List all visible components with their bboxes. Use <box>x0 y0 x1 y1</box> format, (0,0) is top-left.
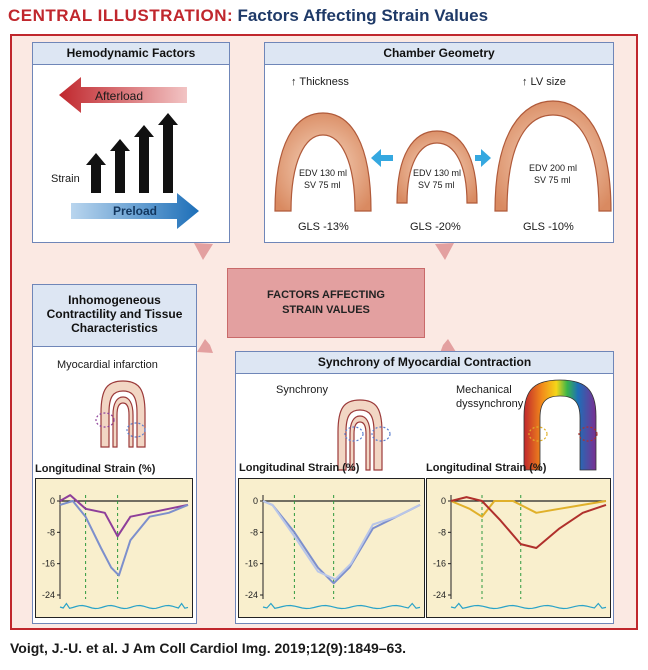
chamber-2-sv: SV 75 ml <box>418 180 455 190</box>
strain-series-2 <box>262 500 421 581</box>
strain-series-2 <box>59 500 189 577</box>
strain-label: Strain <box>51 173 80 185</box>
arrow-to-thick-icon <box>371 149 393 167</box>
arrow-to-dilated-icon <box>475 149 491 167</box>
central-label-line1: FACTORS AFFECTING <box>267 289 385 301</box>
strain-series-1 <box>262 500 421 585</box>
y-tick-label: -16 <box>245 559 258 569</box>
dyssynchrony-label-line1: Mechanical <box>456 384 512 396</box>
figure-title: CENTRAL ILLUSTRATION: Factors Affecting … <box>8 6 488 26</box>
preload-arrow <box>71 193 199 229</box>
ecg-trace <box>450 602 607 610</box>
arrow-to-hemodynamic <box>194 243 278 290</box>
strain-bar-2-arrow-icon <box>110 139 130 193</box>
y-tick-label: -24 <box>433 590 446 600</box>
lv-inner-icon <box>112 396 134 448</box>
ecg-trace <box>59 602 189 610</box>
synchrony-title: Synchrony of Myocardial Contraction <box>236 352 613 374</box>
chamber-3-sv: SV 75 ml <box>534 175 571 185</box>
figure-title-separator: : <box>227 6 233 25</box>
infarct-region-marker <box>95 412 115 428</box>
strain-bar-3-arrow-icon <box>134 125 154 193</box>
preload-label: Preload <box>113 204 158 218</box>
lv-size-label: ↑ LV size <box>522 76 566 88</box>
dyssynchrony-label-line2: dyssynchrony <box>456 398 524 410</box>
strain-series-1 <box>59 494 189 538</box>
dyssync-late-marker <box>578 426 598 442</box>
y-tick-label: 0 <box>441 496 446 506</box>
chamber-2-gls: GLS -20% <box>410 221 461 233</box>
chamber-geometry-panel: Chamber Geometry ↑ Thickness ↑ LV size E… <box>264 42 614 243</box>
afterload-arrow <box>59 77 187 113</box>
ecg-trace <box>262 602 421 610</box>
y-tick-label: 0 <box>50 496 55 506</box>
chamber-3-edv: EDV 200 ml <box>529 163 578 173</box>
normal-chamber <box>396 130 478 204</box>
y-tick-label: -8 <box>438 527 446 537</box>
synchrony-heart-graphics <box>337 379 598 471</box>
infarct-heart-graphic <box>95 380 146 448</box>
myocardial-infarction-label: Myocardial infarction <box>57 359 158 371</box>
y-tick-label: -8 <box>47 527 55 537</box>
figure-title-lead: CENTRAL ILLUSTRATION <box>8 6 228 25</box>
chamber-geometry-graphic <box>274 100 612 212</box>
y-tick-label: 0 <box>253 496 258 506</box>
y-tick-label: -24 <box>245 590 258 600</box>
chamber-3-gls: GLS -10% <box>523 221 574 233</box>
sync-region-right-marker <box>371 426 391 442</box>
inhomogeneous-title-line3: Characteristics <box>71 321 158 335</box>
hemodynamic-panel: Hemodynamic Factors Afterload Strain Pre… <box>32 42 230 243</box>
chamber-1-edv: EDV 130 ml <box>299 168 348 178</box>
dyssynchrony-strain-plot: 0 -8 -16 -24 <box>433 495 607 610</box>
hemodynamic-panel-title: Hemodynamic Factors <box>33 43 229 65</box>
synchrony-strain-chart: 0 -8 -16 -24 <box>238 478 425 618</box>
figure-title-rest: Factors Affecting Strain Values <box>237 6 489 25</box>
synchrony-heart-icon <box>337 399 383 471</box>
remote-region-marker <box>126 422 146 438</box>
infarct-strain-plot: 0 -8 -16 -24 <box>42 494 189 610</box>
central-label-line2: STRAIN VALUES <box>282 304 370 316</box>
dyssynchrony-heart-icon <box>523 379 597 471</box>
inhomogeneous-title: Inhomogeneous Contractility and Tissue C… <box>33 285 196 347</box>
synchrony-label: Synchrony <box>276 384 328 396</box>
inhomogeneous-title-line1: Inhomogeneous <box>68 293 161 307</box>
dyssync-early-marker <box>528 426 548 442</box>
y-tick-label: -8 <box>250 527 258 537</box>
chamber-2-edv: EDV 130 ml <box>413 168 462 178</box>
sync-region-left-marker <box>344 426 364 442</box>
y-tick-label: -24 <box>42 590 55 600</box>
synchrony-strain-plot: 0 -8 -16 -24 <box>245 495 421 610</box>
chamber-1-sv: SV 75 ml <box>304 180 341 190</box>
arrow-to-inhomogeneous <box>197 320 278 353</box>
strain-bar-1-arrow-icon <box>86 153 106 193</box>
chamber-geometry-title: Chamber Geometry <box>265 43 613 65</box>
synchrony-heart-inner-icon <box>349 415 371 471</box>
dilated-chamber <box>494 100 612 212</box>
inhomogeneous-chart-title: Longitudinal Strain (%) <box>35 463 156 475</box>
infarct-strain-chart: 0 -8 -16 -24 <box>35 478 193 618</box>
citation: Voigt, J.-U. et al. J Am Coll Cardiol Im… <box>10 640 407 656</box>
thickness-label: ↑ Thickness <box>291 76 349 88</box>
thick-wall-chamber <box>274 112 372 212</box>
chamber-1-gls: GLS -13% <box>298 221 349 233</box>
strain-series-1 <box>450 500 607 518</box>
hemodynamic-graphic <box>59 77 199 229</box>
lv-outline-icon <box>100 380 146 448</box>
dyssynchrony-chart-title: Longitudinal Strain (%) <box>426 462 547 474</box>
inhomogeneous-title-line2: Contractility and Tissue <box>46 307 183 321</box>
strain-series-2 <box>450 496 607 549</box>
strain-bar-4-arrow-icon <box>158 113 178 193</box>
central-factors-box: FACTORS AFFECTING STRAIN VALUES <box>227 268 425 338</box>
synchrony-chart-title: Longitudinal Strain (%) <box>239 462 360 474</box>
y-tick-label: -16 <box>433 559 446 569</box>
y-tick-label: -16 <box>42 559 55 569</box>
arrow-to-synchrony <box>376 320 456 353</box>
arrow-to-geometry <box>370 243 454 290</box>
dyssynchrony-strain-chart: 0 -8 -16 -24 <box>426 478 611 618</box>
afterload-label: Afterload <box>95 89 144 103</box>
